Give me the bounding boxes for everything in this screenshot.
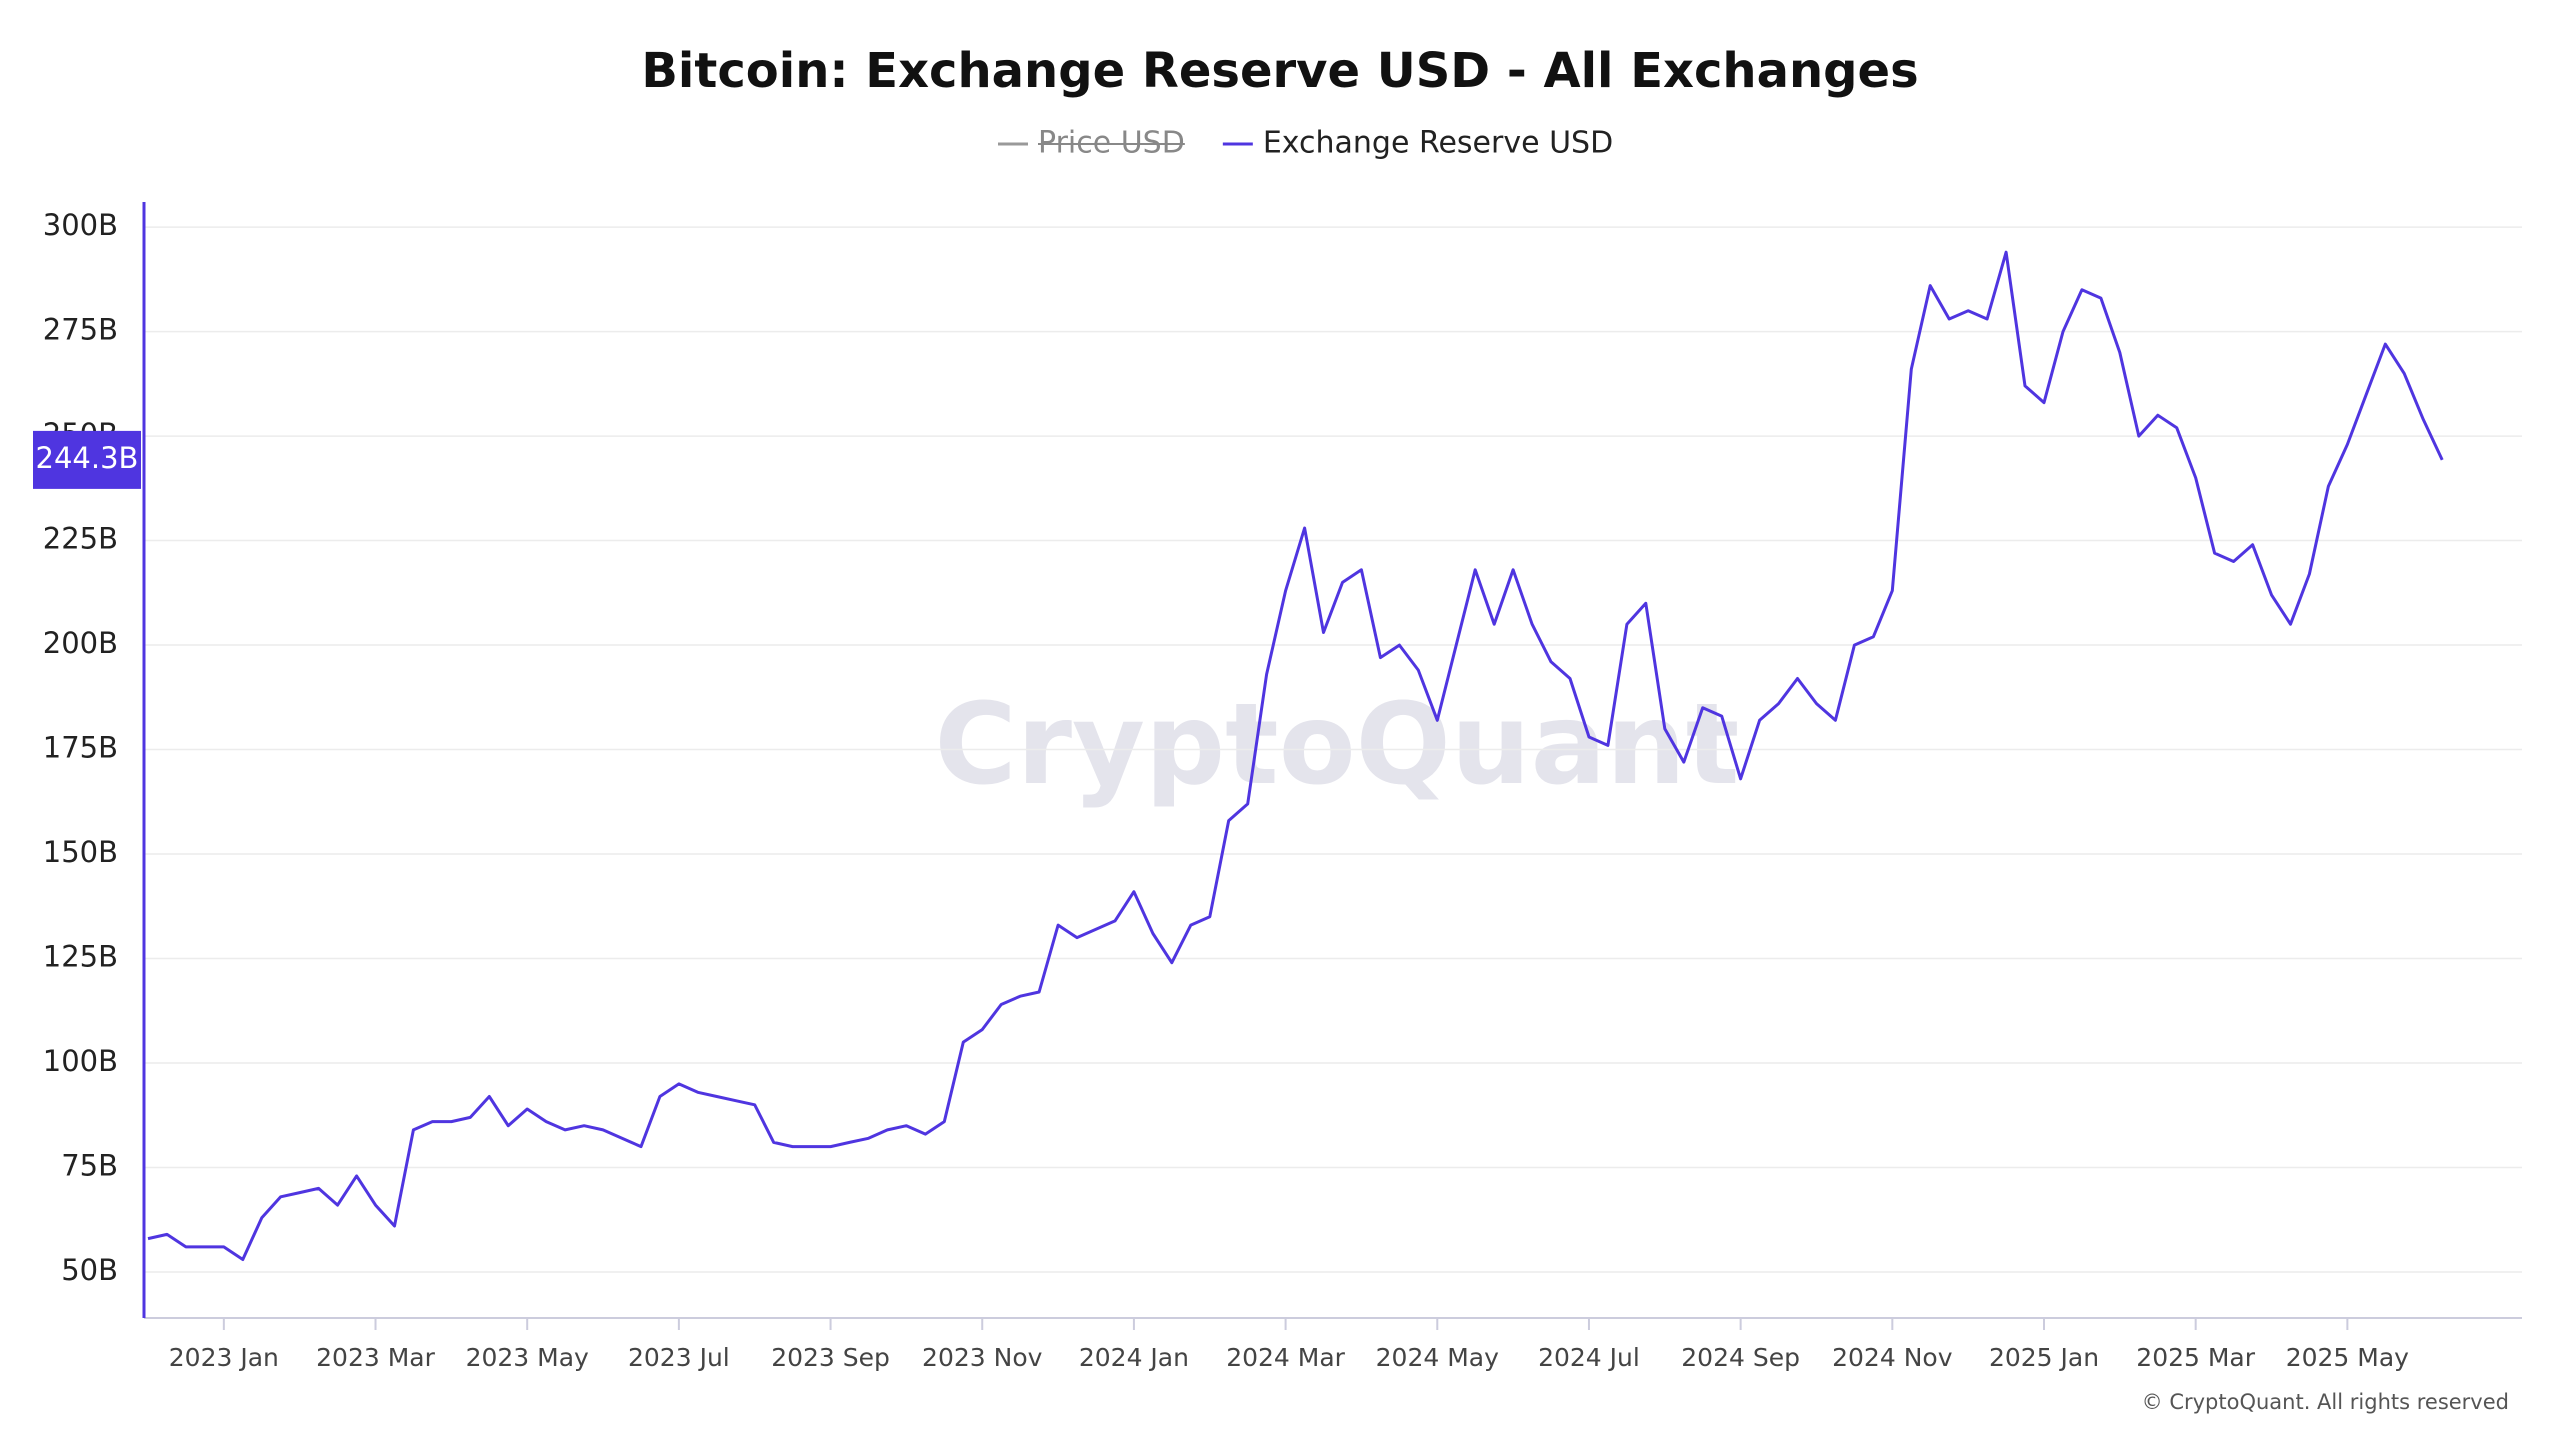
y-tick-label: 150B — [43, 835, 118, 869]
x-tick-label: 2023 Sep — [771, 1343, 890, 1372]
y-tick-label: 75B — [61, 1149, 118, 1183]
x-tick-label: 2024 Jan — [1079, 1343, 1189, 1372]
x-tick-label: 2023 Jan — [169, 1343, 279, 1372]
x-tick-label: 2023 Jul — [628, 1343, 730, 1372]
last-value-box — [33, 430, 141, 489]
y-tick-label: 200B — [43, 626, 118, 660]
x-tick-label: 2025 Mar — [2136, 1343, 2255, 1372]
footer: © CryptoQuant. All rights reserved — [2142, 1390, 2509, 1414]
x-tick-label: 2023 May — [466, 1343, 589, 1372]
watermark: CryptoQuant — [935, 680, 1740, 810]
x-tick-label: 2024 May — [1376, 1343, 1499, 1372]
x-tick-label: 2025 May — [2286, 1343, 2409, 1372]
x-tick-label: 2024 Sep — [1681, 1343, 1800, 1372]
x-tick-label: 2025 Jan — [1989, 1343, 2099, 1372]
chart-title: Bitcoin: Exchange Reserve USD - All Exch… — [641, 43, 1918, 99]
y-tick-label: 225B — [43, 522, 118, 556]
y-tick-label: 300B — [43, 208, 118, 242]
y-tick-label: 125B — [43, 940, 118, 974]
x-tick-label: 2023 Mar — [316, 1343, 435, 1372]
y-tick-label: 100B — [43, 1044, 118, 1078]
legend-label: Exchange Reserve USD — [1263, 126, 1613, 161]
y-tick-label: 275B — [43, 313, 118, 347]
series-line — [147, 250, 2444, 1261]
x-tick-label: 2023 Nov — [922, 1343, 1043, 1372]
x-tick-label: 2024 Jul — [1538, 1343, 1640, 1372]
x-tick-label: 2024 Nov — [1832, 1343, 1953, 1372]
y-tick-label: 50B — [61, 1253, 118, 1287]
last-value-label: 244.3B — [36, 441, 139, 475]
y-tick-label: 175B — [43, 731, 118, 765]
x-tick-label: 2024 Mar — [1226, 1343, 1345, 1372]
